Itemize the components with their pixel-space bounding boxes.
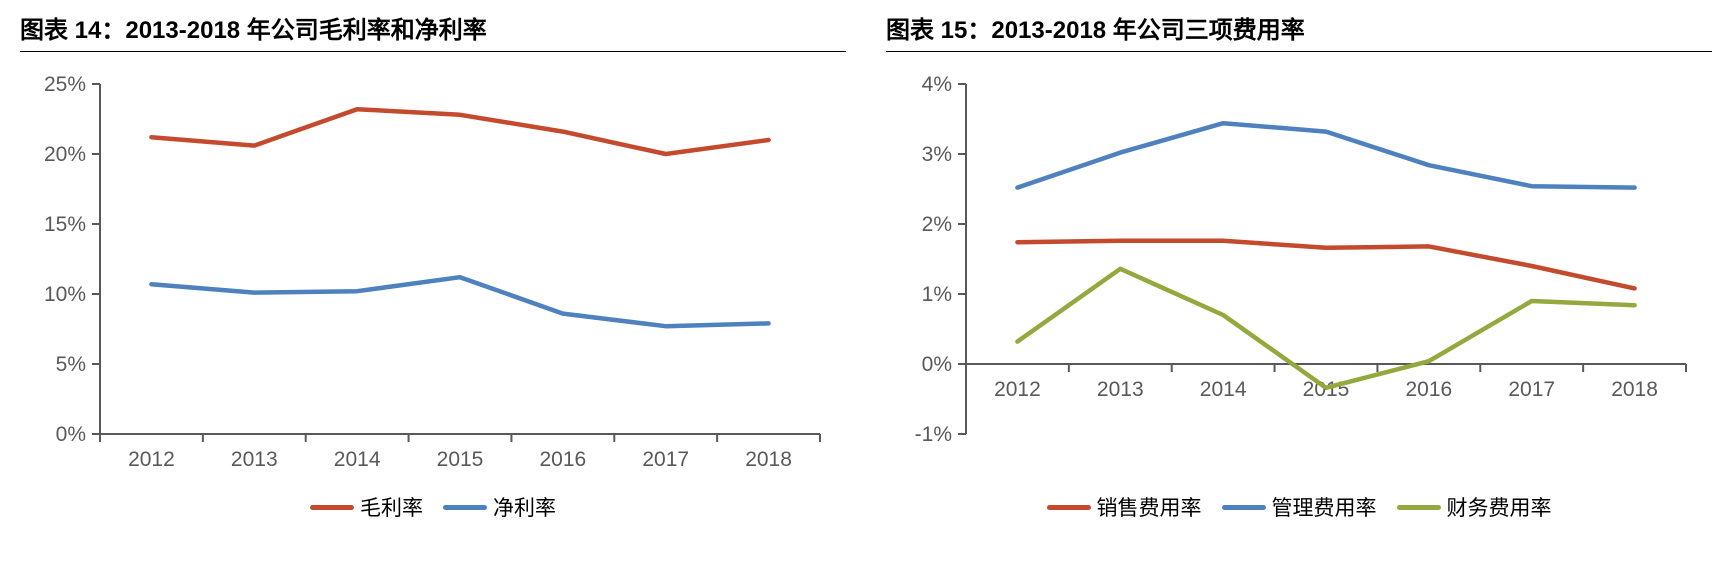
legend-label: 财务费用率 [1447, 492, 1552, 522]
svg-text:2012: 2012 [994, 378, 1041, 401]
charts-row: 图表 14：2013-2018 年公司毛利率和净利率 0% 5% 10% 15% 20%… [20, 10, 1712, 522]
left-chart-area: 0% 5% 10% 15% 20% 25% 2012 2013 2014 2015 2016 2017… [20, 64, 846, 484]
legend-label: 毛利率 [360, 492, 423, 522]
legend-swatch [443, 505, 487, 510]
legend-item: 销售费用率 [1047, 492, 1202, 522]
svg-text:20%: 20% [44, 143, 86, 166]
svg-text:2018: 2018 [745, 448, 792, 471]
svg-text:-1%: -1% [915, 423, 952, 446]
legend-swatch [1397, 505, 1441, 510]
svg-text:3%: 3% [922, 143, 952, 166]
svg-text:5%: 5% [56, 353, 86, 376]
svg-text:1%: 1% [922, 283, 952, 306]
legend-swatch [310, 505, 354, 510]
right-chart-svg: -1%0%1%2%3%4%201220132014201520162017201… [886, 64, 1706, 484]
svg-text:2015: 2015 [437, 448, 484, 471]
legend-label: 销售费用率 [1097, 492, 1202, 522]
svg-text:0%: 0% [56, 423, 86, 446]
right-chart-area: -1%0%1%2%3%4%201220132014201520162017201… [886, 64, 1712, 484]
legend-label: 净利率 [493, 492, 556, 522]
right-chart-title: 图表 15：2013-2018 年公司三项费用率 [886, 10, 1712, 52]
svg-text:2016: 2016 [1405, 378, 1452, 401]
left-chart-svg: 0% 5% 10% 15% 20% 25% 2012 2013 2014 2015 2016 2017… [20, 64, 840, 484]
left-chart-title: 图表 14：2013-2018 年公司毛利率和净利率 [20, 10, 846, 52]
legend-item: 净利率 [443, 492, 556, 522]
legend-swatch [1047, 505, 1091, 510]
svg-text:15%: 15% [44, 213, 86, 236]
svg-text:2%: 2% [922, 213, 952, 236]
legend-item: 毛利率 [310, 492, 423, 522]
svg-text:2013: 2013 [1097, 378, 1144, 401]
legend-item: 管理费用率 [1222, 492, 1377, 522]
svg-text:25%: 25% [44, 73, 86, 96]
legend-item: 财务费用率 [1397, 492, 1552, 522]
legend-label: 管理费用率 [1272, 492, 1377, 522]
svg-text:0%: 0% [922, 353, 952, 376]
svg-text:2014: 2014 [334, 448, 381, 471]
left-chart-panel: 图表 14：2013-2018 年公司毛利率和净利率 0% 5% 10% 15% 20%… [20, 10, 846, 522]
legend-swatch [1222, 505, 1266, 510]
svg-text:2016: 2016 [539, 448, 586, 471]
svg-text:4%: 4% [922, 73, 952, 96]
svg-text:2017: 2017 [642, 448, 689, 471]
svg-text:2018: 2018 [1611, 378, 1658, 401]
svg-text:10%: 10% [44, 283, 86, 306]
svg-text:2014: 2014 [1200, 378, 1247, 401]
right-chart-legend: 销售费用率 管理费用率 财务费用率 [886, 492, 1712, 522]
right-chart-panel: 图表 15：2013-2018 年公司三项费用率 -1% 0% 1% 2% 3% 4% 20… [886, 10, 1712, 522]
svg-text:2013: 2013 [231, 448, 278, 471]
svg-text:2017: 2017 [1508, 378, 1555, 401]
svg-text:2012: 2012 [128, 448, 175, 471]
left-chart-legend: 毛利率 净利率 [20, 492, 846, 522]
